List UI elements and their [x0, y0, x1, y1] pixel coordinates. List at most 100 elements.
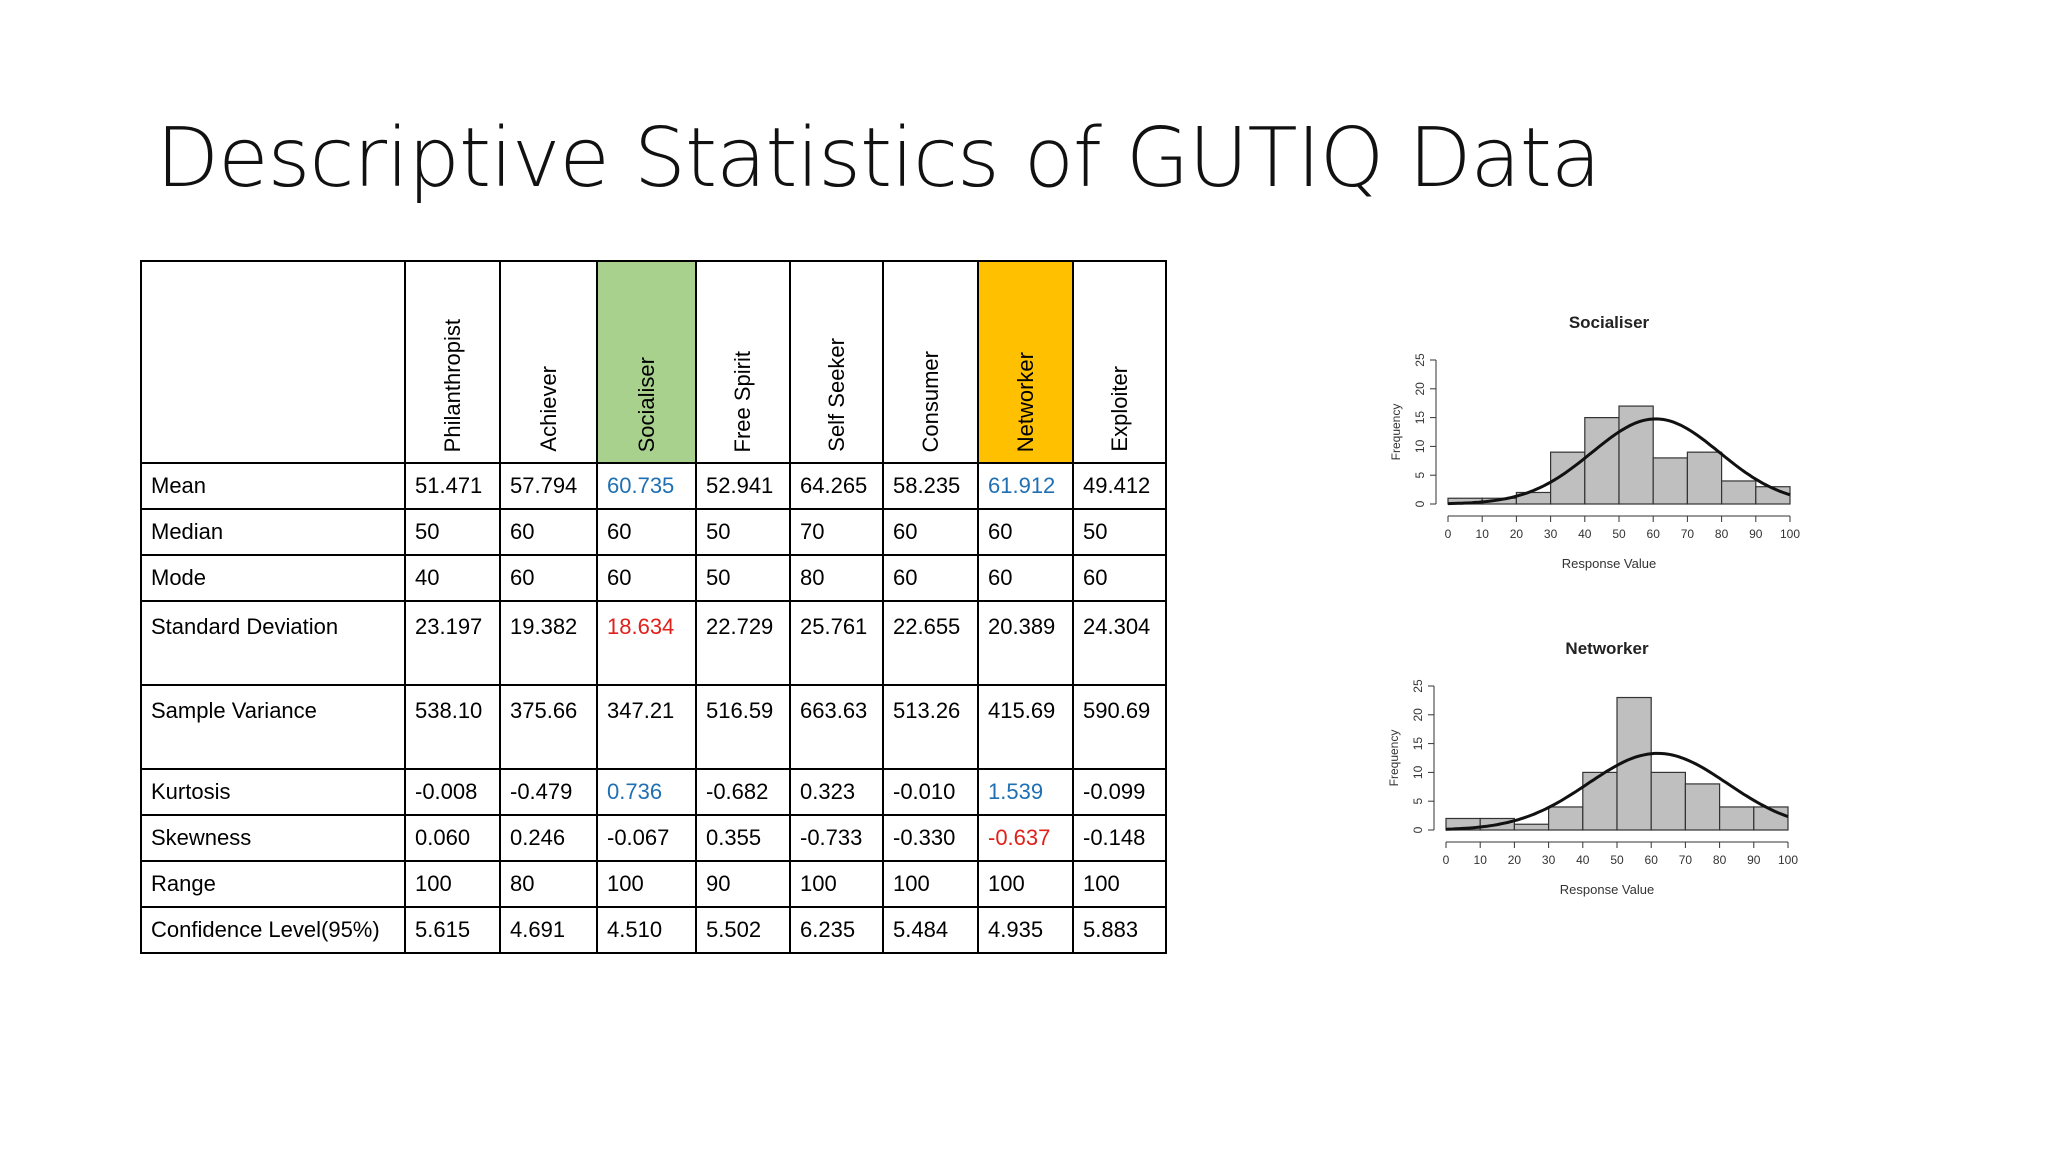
table-cell: 0.323 — [789, 768, 884, 816]
table-row: Sample Variance 538.10 375.66 347.21 516.59 6… — [140, 684, 1167, 770]
table-cell: 60 — [882, 508, 979, 556]
y-tick-label: 0 — [1413, 500, 1427, 507]
table-cell: 60 — [596, 554, 697, 602]
histogram-bar — [1584, 416, 1620, 505]
y-tick-label: 15 — [1411, 737, 1425, 751]
table-cell: 57.794 — [499, 462, 598, 510]
table-cell: 23.197 — [404, 600, 501, 686]
table-cell: 19.382 — [499, 600, 598, 686]
table-row: Standard Deviation 23.197 19.382 18.634 22.7… — [140, 600, 1167, 686]
table-cell: 4.691 — [499, 906, 598, 954]
table-cell: 0.355 — [695, 814, 791, 862]
table-cell: -0.008 — [404, 768, 501, 816]
x-tick-label: 40 — [1576, 853, 1590, 867]
x-tick-label: 80 — [1715, 527, 1729, 541]
y-tick-label: 15 — [1413, 411, 1427, 425]
table-row: Mode 40 60 60 50 80 60 60 60 — [140, 554, 1167, 602]
header-empty-cell — [140, 260, 406, 464]
table-cell: 58.235 — [882, 462, 979, 510]
x-tick-label: 90 — [1747, 853, 1761, 867]
table-cell: -0.010 — [882, 768, 979, 816]
x-tick-label: 70 — [1679, 853, 1693, 867]
table-cell: 60 — [499, 554, 598, 602]
histogram-bar — [1686, 451, 1723, 505]
histogram-bar — [1513, 823, 1550, 831]
x-tick-label: 60 — [1647, 527, 1661, 541]
table-cell: 22.729 — [695, 600, 791, 686]
table-cell: 4.510 — [596, 906, 697, 954]
table-cell: 60 — [1072, 554, 1167, 602]
table-cell: 60 — [499, 508, 598, 556]
table-cell: 100 — [977, 860, 1074, 908]
col-header-self-seeker: Self Seeker — [789, 260, 884, 464]
table-cell: 375.66 — [499, 684, 598, 770]
x-tick-label: 30 — [1542, 853, 1556, 867]
x-tick-label: 80 — [1713, 853, 1727, 867]
table-cell: 52.941 — [695, 462, 791, 510]
x-tick-label: 0 — [1443, 853, 1450, 867]
table-cell: 80 — [789, 554, 884, 602]
table-cell: 60 — [977, 554, 1074, 602]
table-cell: 100 — [882, 860, 979, 908]
x-tick-label: 50 — [1610, 853, 1624, 867]
table-cell: 50 — [404, 508, 501, 556]
table-cell: 5.484 — [882, 906, 979, 954]
networker-histogram: Networker 0 10 20 30 40 50 60 70 80 90 100 Response … — [1374, 628, 1814, 933]
table-cell: 25.761 — [789, 600, 884, 686]
normal-curve — [1447, 417, 1791, 506]
table-cell: 1.539 — [977, 768, 1074, 816]
socialiser-histogram: Socialiser 0 10 20 30 40 50 60 70 80 90 100 Response… — [1376, 302, 1816, 607]
x-axis-label: Response Value — [1560, 882, 1654, 897]
x-tick-label: 70 — [1681, 527, 1695, 541]
row-label: Confidence Level(95%) — [140, 906, 406, 954]
table-row: Kurtosis -0.008 -0.479 0.736 -0.682 0.323 -0.0… — [140, 768, 1167, 816]
table-row: Median 50 60 60 50 70 60 60 50 — [140, 508, 1167, 556]
row-label: Sample Variance — [140, 684, 406, 770]
table-cell: 51.471 — [404, 462, 501, 510]
x-tick-label: 100 — [1778, 853, 1798, 867]
x-tick-label: 60 — [1645, 853, 1659, 867]
chart-title: Networker — [1565, 639, 1649, 658]
table-cell: 50 — [695, 554, 791, 602]
x-axis-label: Response Value — [1562, 556, 1656, 571]
table-cell: 70 — [789, 508, 884, 556]
col-header-exploiter: Exploiter — [1072, 260, 1167, 464]
table-cell: 0.060 — [404, 814, 501, 862]
x-tick-label: 100 — [1780, 527, 1800, 541]
table-cell: -0.067 — [596, 814, 697, 862]
table-cell: 60 — [882, 554, 979, 602]
table-header-row: Philanthropist Achiever Socialiser Free … — [140, 260, 1167, 464]
histogram-bar — [1721, 480, 1757, 505]
chart-title: Socialiser — [1569, 313, 1650, 332]
table-cell: 513.26 — [882, 684, 979, 770]
histogram-bar — [1548, 806, 1584, 831]
table-row: Mean 51.471 57.794 60.735 52.941 64.265 58.235… — [140, 462, 1167, 510]
normal-curve — [1445, 751, 1789, 831]
table-cell: 415.69 — [977, 684, 1074, 770]
table-cell: 90 — [695, 860, 791, 908]
y-axis-label: Frequency — [1387, 730, 1401, 787]
y-tick-label: 10 — [1411, 765, 1425, 779]
table-row: Skewness 0.060 0.246 -0.067 0.355 -0.733 -0.33… — [140, 814, 1167, 862]
col-header-philanthropist: Philanthropist — [404, 260, 501, 464]
col-header-socialiser: Socialiser — [596, 260, 697, 464]
row-label: Mean — [140, 462, 406, 510]
y-axis-label: Frequency — [1389, 404, 1403, 461]
table-cell: 100 — [789, 860, 884, 908]
x-tick-label: 20 — [1508, 853, 1522, 867]
table-cell: -0.330 — [882, 814, 979, 862]
table-cell: 590.69 — [1072, 684, 1167, 770]
table-cell: 60 — [977, 508, 1074, 556]
table-cell: 22.655 — [882, 600, 979, 686]
table-cell: -0.682 — [695, 768, 791, 816]
x-tick-label: 90 — [1749, 527, 1763, 541]
y-tick-label: 25 — [1413, 353, 1427, 367]
table-cell: 24.304 — [1072, 600, 1167, 686]
table-cell: 347.21 — [596, 684, 697, 770]
table-cell: 60 — [596, 508, 697, 556]
table-cell: -0.479 — [499, 768, 598, 816]
table-cell: 60.735 — [596, 462, 697, 510]
table-cell: 49.412 — [1072, 462, 1167, 510]
y-tick-label: 25 — [1411, 679, 1425, 693]
